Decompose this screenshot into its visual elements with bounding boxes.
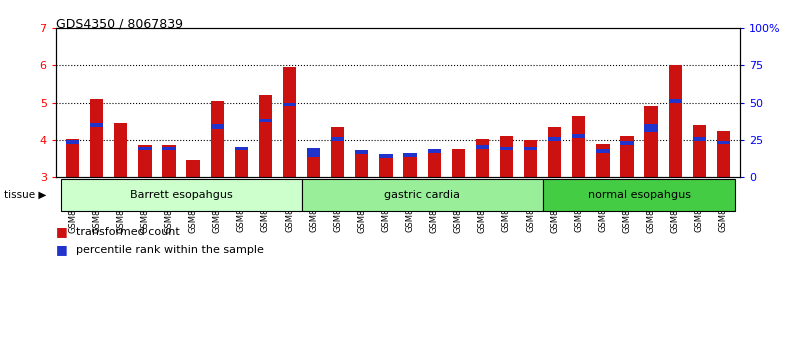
Bar (139, 145, 151, 177)
Bar (283, 103, 296, 106)
Bar (259, 119, 272, 122)
Text: Barrett esopahgus: Barrett esopahgus (130, 190, 232, 200)
Text: ■: ■ (56, 243, 68, 256)
Bar (211, 124, 224, 130)
Bar (620, 136, 634, 177)
Bar (211, 101, 224, 177)
Bar (645, 124, 657, 132)
Bar (283, 67, 296, 177)
Bar (716, 131, 730, 177)
Bar (331, 127, 345, 177)
Bar (404, 155, 416, 177)
Bar (90, 99, 103, 177)
Bar (380, 154, 392, 158)
Bar (235, 147, 248, 150)
Bar (716, 141, 730, 144)
Text: percentile rank within the sample: percentile rank within the sample (76, 245, 263, 255)
Bar (596, 144, 610, 177)
Bar (404, 153, 416, 156)
Bar (476, 145, 489, 149)
Bar (355, 151, 369, 177)
Bar (548, 137, 561, 141)
Bar (500, 147, 513, 150)
Text: ■: ■ (56, 225, 68, 238)
Bar (66, 140, 80, 144)
Bar (669, 99, 682, 103)
Bar (355, 150, 369, 154)
Bar (114, 123, 127, 177)
Bar (66, 139, 80, 177)
Bar (307, 148, 320, 156)
Bar (693, 137, 706, 141)
Bar (186, 160, 200, 177)
Bar (235, 147, 248, 177)
Text: tissue ▶: tissue ▶ (4, 190, 46, 200)
Bar (693, 125, 706, 177)
Bar (162, 147, 176, 150)
Bar (162, 145, 176, 177)
Bar (90, 123, 103, 127)
Bar (548, 127, 561, 177)
Bar (572, 116, 585, 177)
Bar (645, 106, 657, 177)
Bar (380, 156, 392, 177)
Bar (669, 65, 682, 177)
Text: transformed count: transformed count (76, 227, 179, 237)
Bar (139, 147, 151, 150)
Bar (596, 149, 610, 153)
Bar (427, 149, 441, 177)
Text: normal esopahgus: normal esopahgus (587, 190, 691, 200)
Bar (500, 136, 513, 177)
Bar (331, 137, 345, 141)
Bar (620, 141, 634, 145)
Bar (524, 140, 537, 177)
Bar (259, 95, 272, 177)
Text: GDS4350 / 8067839: GDS4350 / 8067839 (56, 18, 183, 31)
Bar (451, 149, 465, 177)
Bar (524, 147, 537, 150)
Bar (427, 149, 441, 153)
Bar (572, 134, 585, 138)
Bar (307, 149, 320, 177)
Text: gastric cardia: gastric cardia (384, 190, 460, 200)
Bar (476, 139, 489, 177)
